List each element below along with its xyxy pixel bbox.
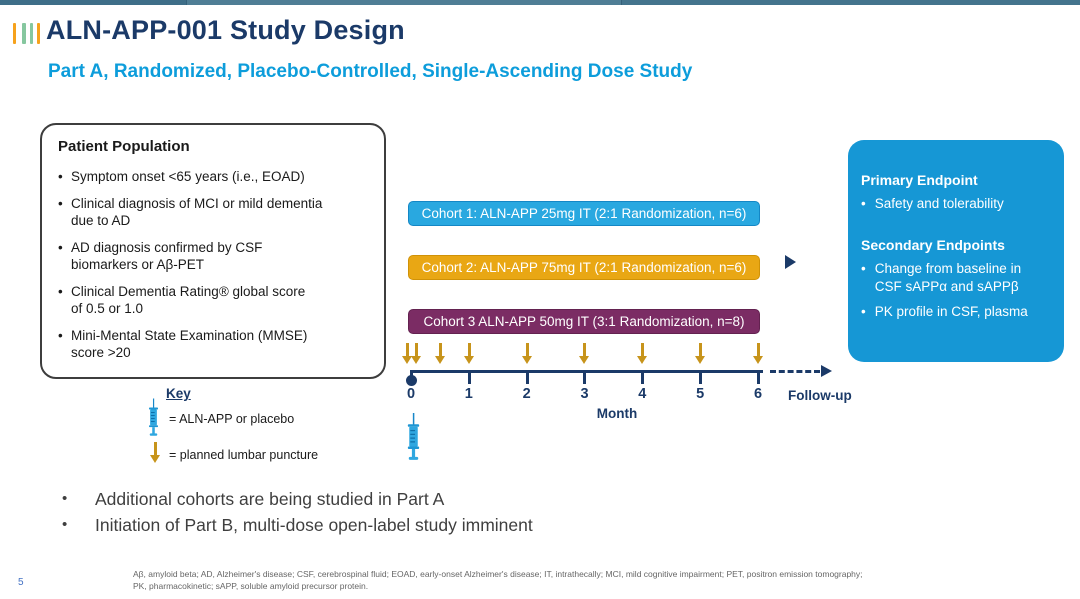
dose-start-dot	[406, 375, 417, 386]
lumbar-puncture-arrow-icon	[434, 343, 446, 365]
patient-population-box: Patient Population Symptom onset <65 yea…	[40, 123, 386, 379]
patient-population-list: Symptom onset <65 years (i.e., EOAD) Clin…	[58, 168, 369, 362]
logo-bar-teal	[30, 23, 33, 44]
lumbar-puncture-arrow-icon	[410, 343, 422, 365]
patient-population-bullet: Clinical Dementia Rating® global score o…	[58, 283, 369, 318]
timeline-arrowhead-icon	[821, 365, 832, 377]
lumbar-puncture-arrow-icon	[752, 343, 764, 365]
timeline-tick	[641, 370, 645, 384]
patient-population-bullet: Clinical diagnosis of MCI or mild dement…	[58, 195, 369, 230]
primary-endpoint-title: Primary Endpoint	[861, 172, 978, 188]
slide-subtitle: Part A, Randomized, Placebo-Controlled, …	[48, 61, 693, 82]
timeline-ticks	[410, 370, 760, 384]
key-item-label: = ALN-APP or placebo	[169, 412, 295, 426]
footnote-line: Aβ, amyloid beta; AD, Alzheimer's diseas…	[133, 569, 863, 579]
enrollment-progress-arrow-icon	[785, 255, 796, 269]
page-number: 5	[18, 577, 24, 588]
timeline-dashed-extension	[770, 370, 820, 373]
note-bullet: Initiation of Part B, multi-dose open-la…	[62, 512, 533, 538]
top-bar-segment	[621, 0, 1080, 5]
key-legend: Key = ALN-APP or placebo = planned lumba…	[140, 386, 390, 476]
key-title: Key	[166, 386, 191, 401]
cohort-2-bar: Cohort 2: ALN-APP 75mg IT (2:1 Randomiza…	[408, 255, 760, 280]
syringe-icon	[407, 413, 420, 460]
secondary-endpoints-list: Change from baseline in CSF sAPPα and sA…	[861, 260, 1054, 321]
cohort-1-bar: Cohort 1: ALN-APP 25mg IT (2:1 Randomiza…	[408, 201, 760, 226]
timeline-tick	[756, 370, 760, 384]
lumbar-puncture-arrow-icon	[695, 343, 706, 365]
patient-population-bullet: Mini-Mental State Examination (MMSE) sco…	[58, 327, 369, 362]
followup-label: Follow-up	[788, 388, 852, 403]
patient-population-bullet: Symptom onset <65 years (i.e., EOAD)	[58, 168, 369, 186]
timeline-tick	[699, 370, 703, 384]
logo-bar-orange	[13, 23, 16, 44]
abbreviations-footnote: Aβ, amyloid beta; AD, Alzheimer's diseas…	[133, 568, 983, 592]
secondary-endpoints-title: Secondary Endpoints	[861, 237, 1005, 253]
patient-population-bullet: AD diagnosis confirmed by CSF biomarkers…	[58, 239, 369, 274]
endpoints-box: Primary Endpoint Safety and tolerability…	[848, 140, 1064, 362]
page-title: ALN-APP-001 Study Design	[46, 15, 405, 45]
primary-endpoint-list: Safety and tolerability	[861, 195, 1054, 213]
lumbar-puncture-arrow-icon	[463, 343, 475, 365]
note-bullet: Additional cohorts are being studied in …	[62, 486, 533, 512]
bottom-notes: Additional cohorts are being studied in …	[62, 486, 533, 538]
key-item-label: = planned lumbar puncture	[169, 448, 319, 462]
timeline-axis	[411, 370, 763, 373]
lumbar-puncture-arrow-icon	[401, 343, 413, 365]
syringe-icon	[149, 398, 158, 436]
endpoint-bullet: Change from baseline in CSF sAPPα and sA…	[861, 260, 1054, 296]
top-bar-segment	[186, 0, 621, 5]
lumbar-puncture-arrow-icon	[521, 343, 533, 365]
timeline-tick	[583, 370, 587, 384]
alnylam-logo-icon	[13, 23, 40, 44]
lumbar-puncture-arrow-icon	[579, 343, 590, 365]
top-bar-segment	[0, 0, 186, 5]
lumbar-puncture-arrow-icon	[637, 343, 648, 365]
lumbar-puncture-arrow-icon	[150, 442, 161, 464]
footnote-line: PK, pharmacokinetic; sAPP, soluble amylo…	[133, 581, 369, 591]
cohort-3-bar: Cohort 3 ALN-APP 50mg IT (3:1 Randomizat…	[408, 309, 760, 334]
endpoint-bullet: Safety and tolerability	[861, 195, 1054, 213]
top-progress-bar	[0, 0, 1080, 5]
timeline-tick	[525, 370, 529, 384]
timeline-axis-title: Month	[596, 406, 638, 421]
timeline-tick	[467, 370, 471, 384]
patient-population-title: Patient Population	[58, 138, 190, 155]
logo-bar-teal	[22, 23, 26, 44]
endpoint-bullet: PK profile in CSF, plasma	[861, 303, 1054, 321]
logo-bar-orange	[37, 23, 40, 44]
